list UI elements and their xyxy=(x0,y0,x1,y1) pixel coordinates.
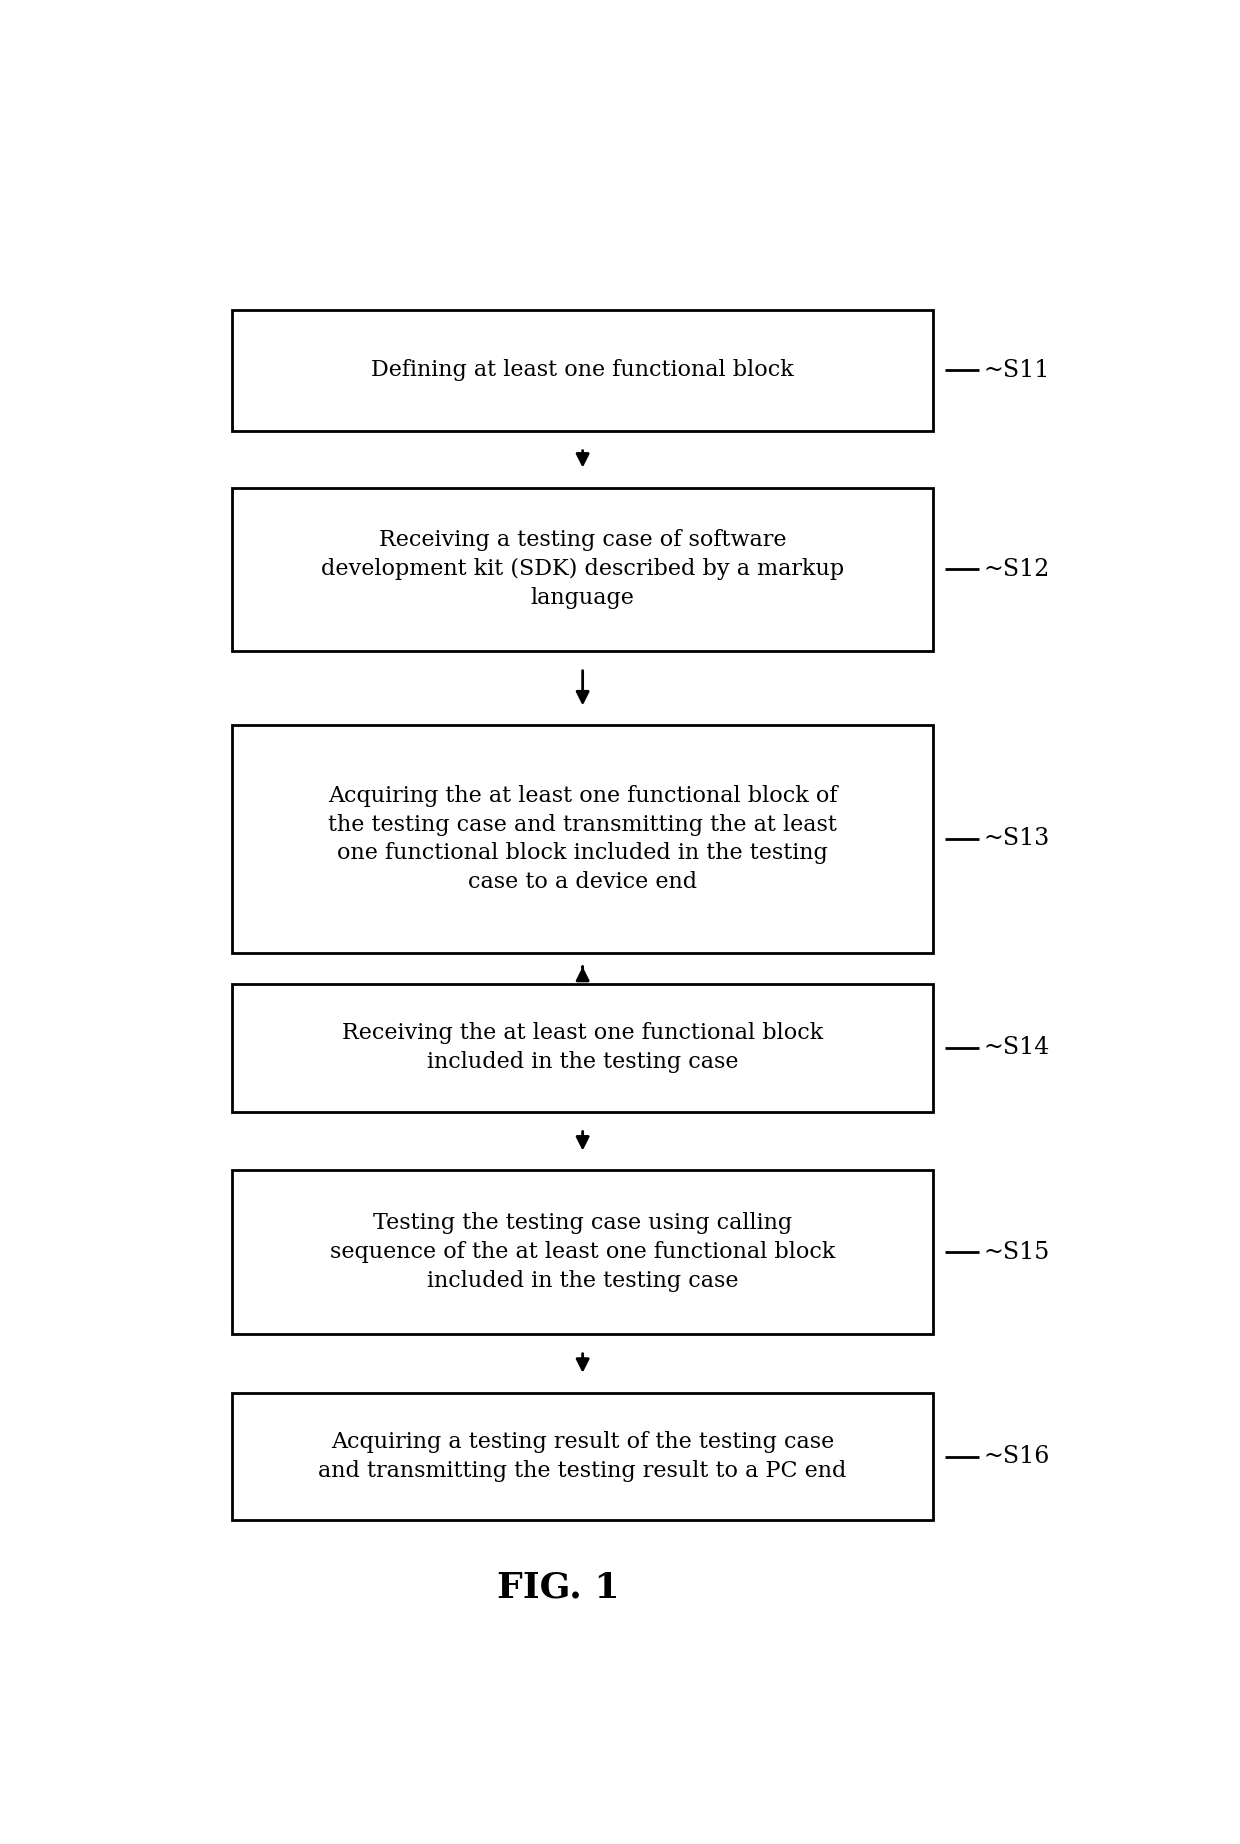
Text: ~S16: ~S16 xyxy=(983,1446,1050,1468)
FancyBboxPatch shape xyxy=(232,983,934,1112)
FancyBboxPatch shape xyxy=(232,725,934,953)
Text: ~S15: ~S15 xyxy=(983,1241,1049,1263)
Text: Testing the testing case using calling
sequence of the at least one functional b: Testing the testing case using calling s… xyxy=(330,1212,836,1293)
Text: FIG. 1: FIG. 1 xyxy=(497,1571,620,1604)
FancyBboxPatch shape xyxy=(232,1392,934,1521)
Text: Acquiring the at least one functional block of
the testing case and transmitting: Acquiring the at least one functional bl… xyxy=(327,786,837,892)
Text: Receiving a testing case of software
development kit (SDK) described by a markup: Receiving a testing case of software dev… xyxy=(321,529,844,609)
Text: ~S11: ~S11 xyxy=(983,360,1050,382)
Text: Acquiring a testing result of the testing case
and transmitting the testing resu: Acquiring a testing result of the testin… xyxy=(319,1431,847,1483)
Text: Defining at least one functional block: Defining at least one functional block xyxy=(371,360,794,382)
Text: ~S13: ~S13 xyxy=(983,828,1049,850)
FancyBboxPatch shape xyxy=(232,310,934,431)
Text: ~S12: ~S12 xyxy=(983,557,1050,581)
Text: Receiving the at least one functional block
included in the testing case: Receiving the at least one functional bl… xyxy=(342,1022,823,1073)
FancyBboxPatch shape xyxy=(232,487,934,651)
Text: ~S14: ~S14 xyxy=(983,1036,1050,1058)
FancyBboxPatch shape xyxy=(232,1171,934,1333)
